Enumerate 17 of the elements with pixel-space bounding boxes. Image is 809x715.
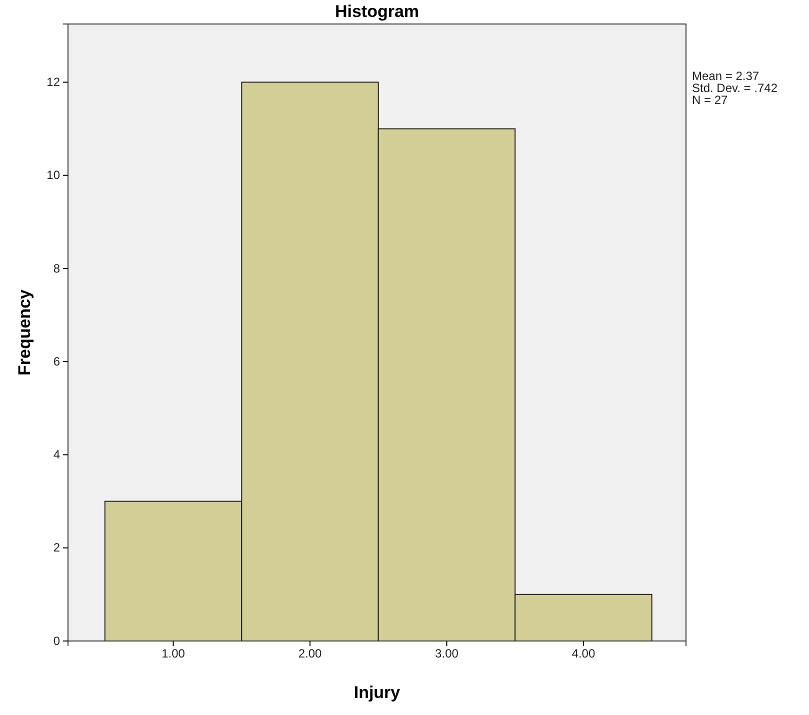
x-tick-label: 2.00 bbox=[298, 646, 322, 661]
y-tick-label: 2 bbox=[53, 540, 60, 555]
x-tick-label: 1.00 bbox=[162, 646, 186, 661]
text: Mean = 2.37 bbox=[692, 69, 760, 83]
y-tick-label: 0 bbox=[53, 634, 60, 648]
x-axis-title: Injury bbox=[354, 683, 401, 702]
y-tick-label: 12 bbox=[46, 75, 60, 90]
text: Std. Dev. = .742 bbox=[692, 81, 778, 95]
y-axis-title: Frequency bbox=[15, 288, 34, 376]
text: N = 27 bbox=[692, 93, 728, 107]
y-tick-label: 10 bbox=[46, 168, 60, 182]
x-tick-label: 3.00 bbox=[435, 646, 459, 661]
y-tick-label: 4 bbox=[53, 448, 60, 462]
y-tick-label: 6 bbox=[53, 354, 60, 368]
y-tick-label: 8 bbox=[53, 261, 60, 276]
chart-title: Histogram bbox=[334, 2, 420, 21]
x-tick-label: 4.00 bbox=[572, 646, 596, 661]
